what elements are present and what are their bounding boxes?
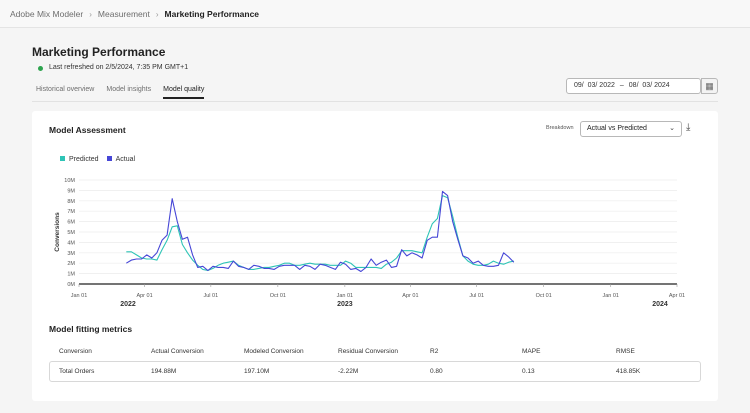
breadcrumb: Adobe Mix Modeler › Measurement › Market…: [10, 9, 259, 19]
column-header: RMSE: [616, 348, 635, 355]
status-dot-icon: [38, 66, 43, 71]
breakdown-value: Actual vs Predicted: [587, 125, 647, 132]
actual-swatch: [106, 156, 112, 161]
y-tick-label: 9M: [67, 188, 75, 194]
table-cell: Total Orders: [59, 368, 95, 375]
y-tick-label: 4M: [67, 240, 75, 246]
year-label: 2023: [337, 301, 353, 308]
column-header: Actual Conversion: [151, 348, 204, 355]
y-tick-label: 0M: [67, 282, 75, 288]
tab-bar: Historical overview Model insights Model…: [36, 86, 205, 99]
y-tick-label: 2M: [67, 261, 75, 267]
x-tick-label: Apr 01: [669, 293, 685, 299]
column-header: R2: [430, 348, 439, 355]
predicted-swatch: [60, 156, 65, 161]
last-refreshed: Last refreshed on 2/5/2024, 7:35 PM GMT+…: [49, 64, 189, 71]
metrics-title: Model fitting metrics: [49, 324, 133, 334]
chart-legend: Predicted Actual: [60, 156, 135, 163]
table-cell: 194.88M: [151, 368, 177, 375]
chevron-right-icon: ›: [89, 10, 92, 19]
x-tick-label: Apr 01: [402, 293, 418, 299]
tab-model-quality[interactable]: Model quality: [163, 86, 205, 99]
legend-actual[interactable]: Actual: [106, 156, 136, 163]
tab-historical-overview[interactable]: Historical overview: [36, 86, 95, 93]
page-title: Marketing Performance: [32, 45, 166, 59]
x-tick-label: Oct 01: [270, 293, 286, 299]
column-header: Residual Conversion: [338, 348, 398, 355]
x-tick-label: Jan 01: [71, 293, 88, 299]
breadcrumb-current: Marketing Performance: [164, 9, 260, 19]
model-assessment-card: [32, 111, 718, 401]
breadcrumb-measurement[interactable]: Measurement: [97, 9, 150, 19]
legend-predicted[interactable]: Predicted: [60, 156, 99, 163]
x-tick-label: Jul 01: [203, 293, 218, 299]
legend-predicted-label: Predicted: [69, 156, 99, 163]
breadcrumb-app[interactable]: Adobe Mix Modeler: [10, 9, 84, 19]
x-tick-label: Apr 01: [136, 293, 152, 299]
y-axis-label: Conversions: [54, 212, 61, 252]
date-range-input[interactable]: 09/ 03/ 2022–08/ 03/ 2024: [566, 78, 701, 94]
table-cell: 418.85K: [616, 368, 641, 375]
chevron-down-icon: ⌄: [669, 125, 675, 132]
x-tick-label: Jan 01: [337, 293, 354, 299]
table-cell: 197.10M: [244, 368, 270, 375]
legend-actual-label: Actual: [115, 156, 136, 163]
year-label: 2022: [120, 301, 136, 308]
y-tick-label: 3M: [67, 251, 75, 257]
top-bar: [0, 0, 750, 28]
x-tick-label: Jan 01: [602, 293, 619, 299]
tab-model-insights[interactable]: Model insights: [106, 86, 152, 93]
breakdown-label: Breakdown: [546, 125, 574, 131]
date-separator: –: [619, 82, 624, 89]
year-label: 2024: [652, 301, 668, 308]
column-header: Conversion: [59, 348, 92, 355]
y-tick-label: 7M: [67, 209, 75, 215]
table-cell: 0.13: [522, 368, 535, 375]
calendar-icon[interactable]: ▦: [701, 78, 718, 94]
y-tick-label: 8M: [67, 199, 75, 205]
table-cell: 0.80: [430, 368, 443, 375]
y-tick-label: 1M: [67, 272, 75, 278]
breakdown-select[interactable]: Actual vs Predicted ⌄: [580, 121, 682, 137]
tabs-divider: [32, 101, 718, 102]
y-tick-label: 10M: [64, 178, 75, 184]
end-date[interactable]: 08/ 03/ 2024: [628, 82, 670, 89]
y-tick-label: 5M: [67, 230, 75, 236]
start-date[interactable]: 09/ 03/ 2022: [574, 82, 615, 89]
download-icon[interactable]: ⤓: [686, 122, 691, 133]
table-cell: -2.22M: [338, 368, 359, 375]
column-header: MAPE: [522, 348, 541, 355]
y-tick-label: 6M: [67, 220, 75, 226]
series-line-actual: [126, 190, 515, 273]
model-assessment-title: Model Assessment: [49, 125, 126, 135]
x-tick-label: Jul 01: [469, 293, 484, 299]
column-header: Modeled Conversion: [244, 348, 304, 355]
chevron-right-icon: ›: [155, 10, 159, 19]
x-tick-label: Oct 01: [536, 293, 552, 299]
table-row: [49, 361, 701, 382]
